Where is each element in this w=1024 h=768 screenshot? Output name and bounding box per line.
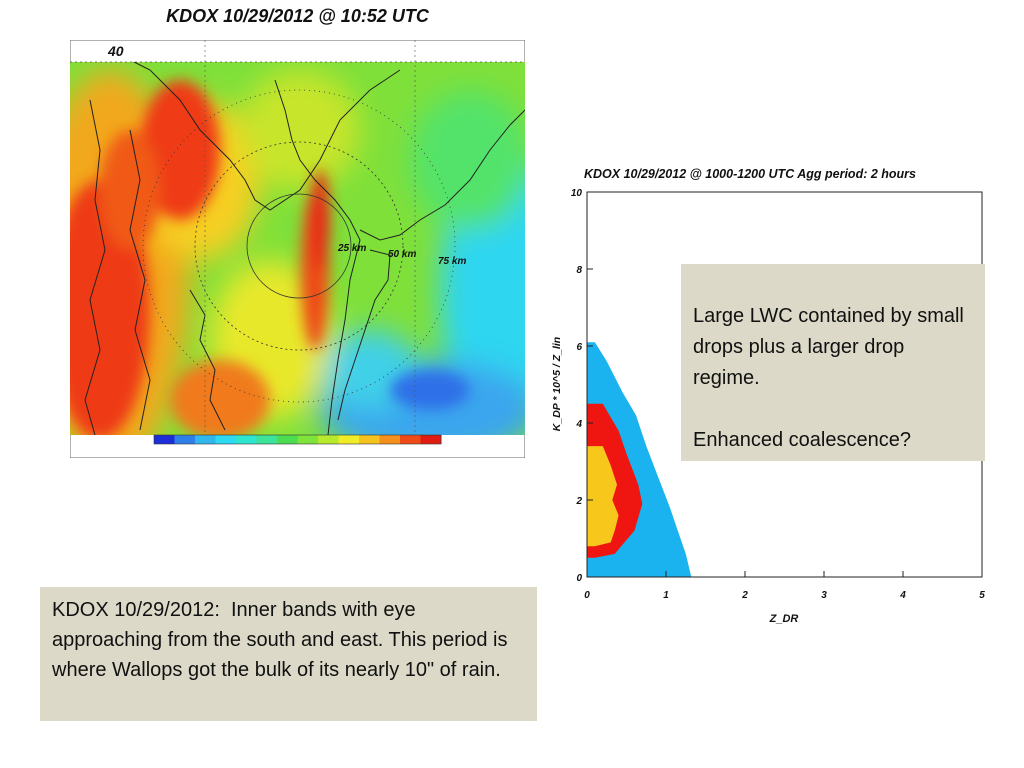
scatter-plot-area [587, 342, 692, 577]
note-box: Large LWC contained by small drops plus … [681, 264, 985, 461]
range-ring-label-75: 75 km [438, 256, 466, 267]
scatter-title: KDOX 10/29/2012 @ 1000-1200 UTC Agg peri… [584, 167, 916, 181]
caption-box: KDOX 10/29/2012: Inner bands with eye ap… [40, 587, 537, 721]
colorbar-swatch [256, 435, 278, 444]
range-rings [142, 89, 456, 403]
colorbar-swatch [154, 435, 175, 444]
y-axis-label: K_DP * 10^5 / Z_lin [551, 337, 563, 431]
scatter-plot: 0 1 2 3 4 5 0 2 4 6 8 10 Z_DR K_DP * 10^5 / Z_lin [544, 184, 1004, 628]
colorbar-swatch [174, 435, 196, 444]
colorbar-swatch [400, 435, 421, 444]
colorbar-outline [153, 434, 442, 445]
range-ring-label-25: 25 km [337, 243, 366, 254]
colorbar-swatch [318, 435, 339, 444]
colorbar-swatch [338, 435, 360, 444]
colorbar-swatch [195, 435, 216, 444]
y-tick-label: 0 [576, 573, 582, 584]
colorbar-swatch [379, 435, 401, 444]
colorbar-swatch [277, 435, 298, 444]
x-tick-label: 5 [979, 590, 985, 601]
x-tick-label: 0 [584, 590, 590, 601]
x-tick-label: 3 [821, 590, 827, 601]
colorbar-swatch [236, 435, 257, 444]
x-tick-label: 1 [663, 590, 669, 601]
x-axis-label: Z_DR [769, 613, 799, 625]
note-text-2: Enhanced coalescence? [693, 429, 911, 451]
note-text-1: Large LWC contained by small drops plus … [693, 305, 964, 389]
colorbar-swatch [359, 435, 380, 444]
range-ring-label-50: 50 km [388, 249, 416, 260]
radar-image: 40 25 km 50 km 75 km 0510152025303540455… [69, 39, 526, 472]
colorbar-swatch [420, 435, 442, 444]
x-axis-ticks: 0 1 2 3 4 5 [584, 571, 985, 601]
y-axis-ticks: 0 2 4 6 8 10 [571, 188, 593, 584]
density-inner-region [587, 446, 619, 547]
colorbar [153, 434, 442, 445]
radar-title: KDOX 10/29/2012 @ 10:52 UTC [166, 6, 429, 26]
y-tick-label: 6 [576, 342, 582, 353]
y-tick-label: 4 [575, 419, 582, 430]
radar-reflectivity-field [70, 62, 525, 435]
y-tick-label: 2 [575, 496, 582, 507]
x-tick-label: 4 [899, 590, 906, 601]
colorbar-swatch [215, 435, 237, 444]
colorbar-swatch [297, 435, 319, 444]
lat-label: 40 [107, 43, 124, 59]
x-tick-label: 2 [741, 590, 748, 601]
y-tick-label: 10 [571, 188, 583, 199]
y-tick-label: 8 [576, 265, 582, 276]
radar-coastlines [84, 62, 525, 435]
